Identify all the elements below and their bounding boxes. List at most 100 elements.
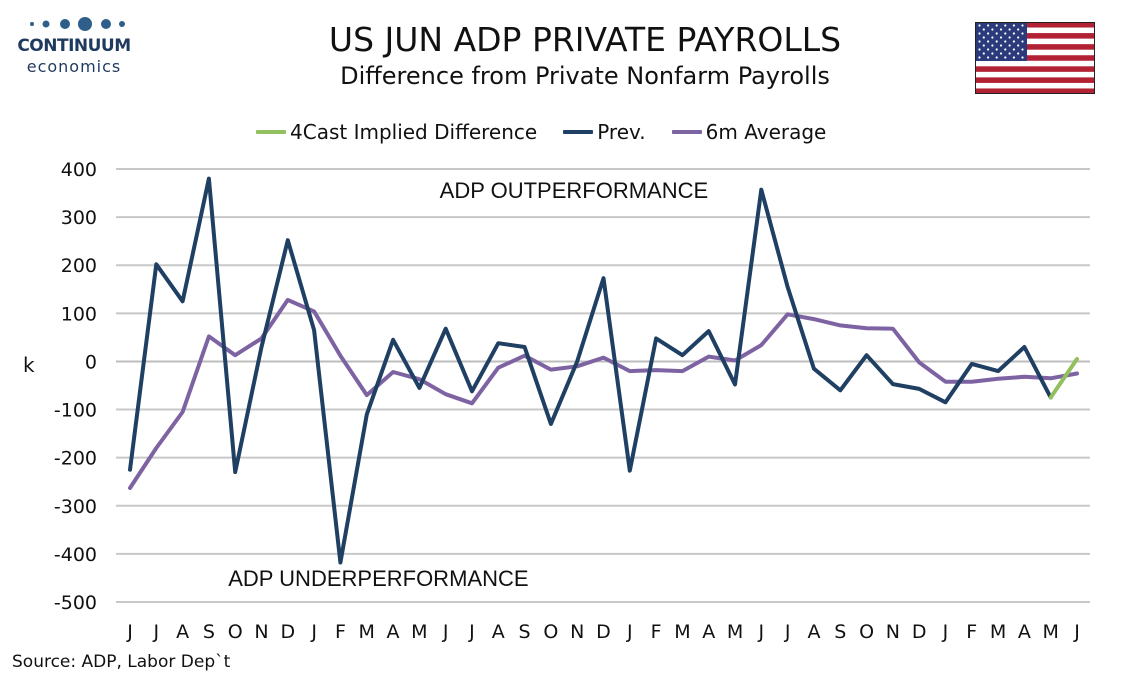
x-tick-label: M (359, 621, 375, 643)
flag-star (978, 48, 981, 51)
flag-star (999, 36, 1003, 39)
x-tick-label: M (411, 621, 427, 643)
x-tick-label: D (912, 621, 927, 643)
flag-stripe (975, 22, 1095, 28)
series-line-prev (128, 176, 1053, 565)
flag-star (982, 52, 985, 55)
flag-star (995, 56, 998, 59)
flag-star (999, 28, 1003, 31)
annotation-underperformance: ADP UNDERPERFORMANCE (228, 565, 529, 591)
flag-star (987, 24, 990, 27)
x-tick-label: J (468, 621, 475, 643)
flag-stripe (975, 77, 1095, 83)
x-tick-label: A (492, 621, 505, 643)
x-tick-label: N (254, 621, 268, 643)
x-tick-label: J (310, 621, 317, 643)
flag-stripe (975, 33, 1095, 39)
legend-swatch (671, 130, 702, 134)
series-line-6m-average (128, 297, 1079, 490)
x-tick-label: A (807, 621, 820, 643)
x-tick-label: F (966, 621, 977, 643)
x-tick-label: J (942, 621, 949, 643)
chart-title: US JUN ADP PRIVATE PAYROLLS (328, 20, 842, 59)
x-tick-label: J (442, 621, 449, 643)
x-tick-label: D (281, 621, 296, 643)
flag-star (991, 44, 994, 47)
flag-star (1017, 28, 1020, 31)
y-tick-label: -200 (54, 448, 97, 470)
y-tick-label: 400 (61, 159, 97, 181)
y-tick-label: 200 (61, 255, 97, 277)
flag-star (991, 52, 994, 55)
x-tick-label: D (596, 621, 611, 643)
x-tick-label: S (203, 621, 215, 643)
x-tick-label: M (990, 621, 1006, 643)
x-tick-label: A (1018, 621, 1031, 643)
x-tick-label: J (153, 621, 160, 643)
x-tick-label: J (784, 621, 791, 643)
logo-dots-icon (30, 17, 125, 31)
flag-star (978, 56, 981, 59)
flag-star (987, 32, 990, 35)
x-tick-label: O (859, 621, 874, 643)
x-tick-label: S (519, 621, 531, 643)
y-tick-label: -500 (54, 592, 97, 614)
flag-star (987, 56, 990, 59)
continuum-logo: CONTINUUM economics (14, 14, 134, 76)
x-tick-label: A (176, 621, 189, 643)
flag-stripe (975, 44, 1095, 50)
x-tick-label: J (126, 621, 133, 643)
x-tick-label: M (674, 621, 690, 643)
flag-star (1012, 56, 1015, 59)
y-axis-label: k (23, 353, 35, 377)
flag-star (1004, 40, 1007, 43)
logo-dot (101, 19, 111, 29)
flag-star (982, 28, 985, 31)
logo-dot (78, 17, 92, 31)
flag-star (995, 24, 998, 27)
flag-star (1012, 32, 1015, 35)
flag-star (1021, 48, 1024, 51)
flag-star (1008, 28, 1011, 31)
x-tick-label: A (702, 621, 715, 643)
legend-label: 4Cast Implied Difference (290, 120, 538, 144)
flag-star (1012, 40, 1015, 43)
flag-star (978, 32, 981, 35)
flag-star (995, 48, 998, 51)
x-tick-label: F (651, 621, 662, 643)
y-tick-label: -100 (54, 400, 97, 422)
flag-star (999, 52, 1003, 55)
chart-legend: 4Cast Implied Difference Prev. 6m Averag… (256, 119, 852, 145)
x-tick-label: N (886, 621, 900, 643)
x-tick-label: M (1042, 621, 1058, 643)
flag-stripe (975, 66, 1095, 72)
logo-dot (42, 20, 50, 28)
legend-label: Prev. (597, 120, 646, 144)
flag-stripe (975, 88, 1095, 94)
x-tick-label: O (228, 621, 243, 643)
flag-star (991, 28, 994, 31)
flag-star (995, 40, 998, 43)
flag-star (1004, 48, 1007, 51)
flag-star (978, 24, 981, 27)
flag-star (1017, 36, 1020, 39)
x-tick-label: J (758, 621, 765, 643)
flag-star (978, 40, 981, 43)
flag-star (1004, 24, 1007, 27)
legend-item-4cast: 4Cast Implied Difference (256, 120, 537, 144)
flag-star (991, 36, 994, 39)
series-line-4cast-implied-difference (1048, 357, 1079, 400)
flag-star (1004, 32, 1007, 35)
annotation-outperformance: ADP OUTPERFORMANCE (439, 178, 709, 204)
flag-star (1017, 44, 1020, 47)
flag-star (1021, 32, 1024, 35)
logo-name: CONTINUUM (17, 36, 131, 56)
logo-subtitle: economics (26, 57, 122, 76)
flag-star (1004, 56, 1007, 59)
legend-swatch (563, 130, 594, 134)
x-tick-label: J (1073, 621, 1080, 643)
flag-star (1021, 40, 1024, 43)
flag-star (987, 40, 990, 43)
flag-star (999, 44, 1003, 47)
logo-dot (30, 22, 34, 26)
